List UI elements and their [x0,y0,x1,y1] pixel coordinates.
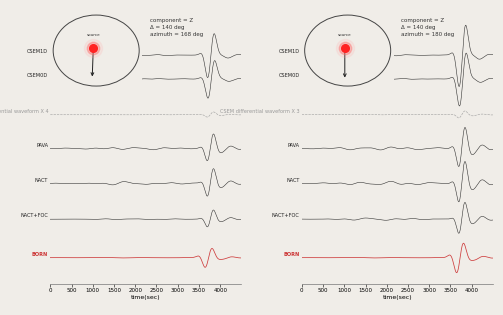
Text: component = Z
Δ = 140 deg
azimuth = 180 deg: component = Z Δ = 140 deg azimuth = 180 … [401,18,454,37]
X-axis label: time(sec): time(sec) [131,295,160,301]
Text: CSEM differential waveform X 4: CSEM differential waveform X 4 [0,109,48,114]
Text: CSEM1D: CSEM1D [279,49,300,54]
Text: CSEM1D: CSEM1D [27,49,48,54]
Text: component = Z
Δ = 140 deg
azimuth = 168 deg: component = Z Δ = 140 deg azimuth = 168 … [150,18,203,37]
Text: NACT+FOC: NACT+FOC [272,214,300,219]
Text: NACT: NACT [286,178,300,183]
Text: CSEM differential waveform X 3: CSEM differential waveform X 3 [220,109,300,114]
Text: NACT: NACT [35,178,48,183]
Text: BORN: BORN [32,252,48,257]
Text: CSEM0D: CSEM0D [279,73,300,78]
Text: PAVA: PAVA [36,143,48,148]
X-axis label: time(sec): time(sec) [383,295,412,301]
Text: NACT+FOC: NACT+FOC [21,214,48,219]
Text: BORN: BORN [283,252,300,257]
Text: PAVA: PAVA [288,143,300,148]
Text: CSEM0D: CSEM0D [27,73,48,78]
